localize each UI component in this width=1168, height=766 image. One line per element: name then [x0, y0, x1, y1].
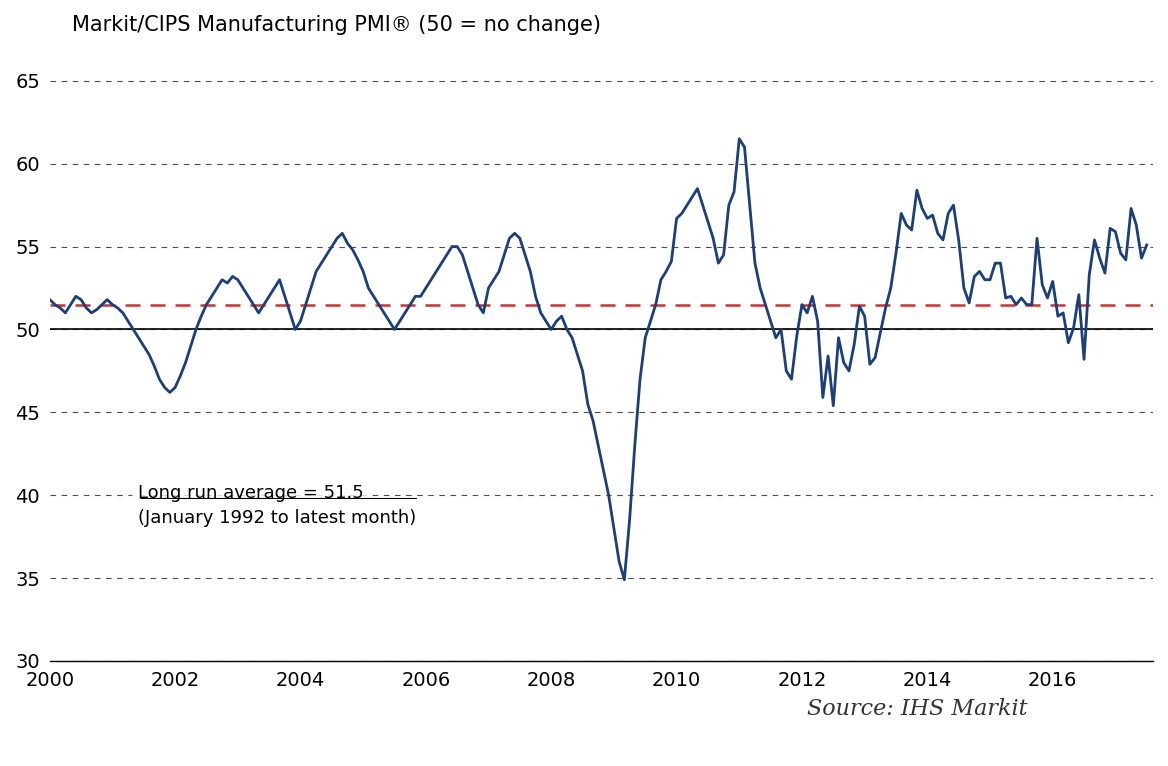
Text: Markit/CIPS Manufacturing PMI® (50 = no change): Markit/CIPS Manufacturing PMI® (50 = no …: [71, 15, 600, 35]
Text: Source: IHS Markit: Source: IHS Markit: [807, 698, 1028, 720]
Text: (January 1992 to latest month): (January 1992 to latest month): [138, 509, 416, 527]
Text: Long run average = 51.5: Long run average = 51.5: [138, 484, 363, 502]
